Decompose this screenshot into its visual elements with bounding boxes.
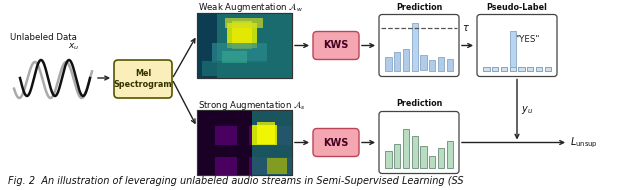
Bar xyxy=(438,57,444,70)
Bar xyxy=(509,66,516,70)
Bar xyxy=(412,136,418,168)
Bar xyxy=(394,52,400,70)
FancyBboxPatch shape xyxy=(379,112,459,173)
Text: KWS: KWS xyxy=(323,138,349,147)
Bar xyxy=(197,145,292,157)
Bar xyxy=(252,110,292,175)
Bar xyxy=(232,21,252,49)
Text: Mel
Spectrogram: Mel Spectrogram xyxy=(114,69,172,89)
Bar xyxy=(545,66,551,70)
Bar xyxy=(197,13,292,78)
Bar xyxy=(483,66,490,70)
Bar xyxy=(227,23,257,48)
Bar xyxy=(429,155,435,168)
Bar xyxy=(267,158,287,174)
Bar xyxy=(385,57,392,70)
FancyBboxPatch shape xyxy=(313,32,359,59)
Bar xyxy=(197,13,217,78)
Bar xyxy=(545,66,551,70)
Bar xyxy=(197,13,292,78)
Text: $\tau$: $\tau$ xyxy=(462,23,470,33)
Bar xyxy=(197,110,292,175)
Bar xyxy=(403,129,409,168)
Text: Weak Augmentation $\mathcal{A}_w$: Weak Augmentation $\mathcal{A}_w$ xyxy=(198,2,303,14)
Bar xyxy=(394,143,400,168)
Text: Prediction: Prediction xyxy=(396,2,442,12)
Bar xyxy=(212,43,267,63)
Bar xyxy=(252,125,277,145)
Bar xyxy=(197,110,292,126)
Bar xyxy=(518,66,525,70)
Bar xyxy=(492,66,499,70)
Bar xyxy=(420,55,426,70)
Bar xyxy=(197,110,292,175)
Bar xyxy=(257,122,275,144)
Bar xyxy=(536,66,542,70)
Text: $x_u$: $x_u$ xyxy=(68,42,79,52)
Bar xyxy=(237,110,249,175)
Bar xyxy=(225,18,263,28)
Text: "YES": "YES" xyxy=(515,35,540,44)
Bar xyxy=(420,146,426,168)
Text: Pseudo-Label: Pseudo-Label xyxy=(486,2,547,12)
FancyBboxPatch shape xyxy=(379,14,459,77)
Bar xyxy=(385,151,392,168)
Bar xyxy=(197,110,215,175)
Bar xyxy=(222,51,247,63)
Text: Prediction: Prediction xyxy=(396,100,442,108)
Bar xyxy=(509,31,516,70)
Bar xyxy=(202,61,272,76)
Bar xyxy=(447,59,452,70)
Text: $y_u$: $y_u$ xyxy=(521,104,533,116)
Bar xyxy=(217,13,292,78)
Text: Strong Augmentation $\mathcal{A}_s$: Strong Augmentation $\mathcal{A}_s$ xyxy=(198,98,306,112)
Text: $L_{\mathrm{unsup}}$: $L_{\mathrm{unsup}}$ xyxy=(570,135,598,150)
Bar xyxy=(536,66,542,70)
Bar xyxy=(500,66,507,70)
FancyBboxPatch shape xyxy=(313,128,359,157)
Bar xyxy=(447,141,452,168)
Bar xyxy=(429,60,435,70)
Bar xyxy=(527,66,533,70)
Bar xyxy=(518,66,525,70)
Text: KWS: KWS xyxy=(323,40,349,51)
Bar xyxy=(483,66,490,70)
Text: Fig. 2  An illustration of leveraging unlabeled audio streams in Semi-Supervised: Fig. 2 An illustration of leveraging unl… xyxy=(8,176,463,186)
Bar xyxy=(412,22,418,70)
Bar xyxy=(527,66,533,70)
Bar xyxy=(492,66,499,70)
Text: Unlabeled Data: Unlabeled Data xyxy=(10,33,77,43)
FancyBboxPatch shape xyxy=(114,60,172,98)
Bar xyxy=(403,49,409,70)
Bar xyxy=(500,66,507,70)
Bar xyxy=(438,148,444,168)
FancyBboxPatch shape xyxy=(477,14,557,77)
